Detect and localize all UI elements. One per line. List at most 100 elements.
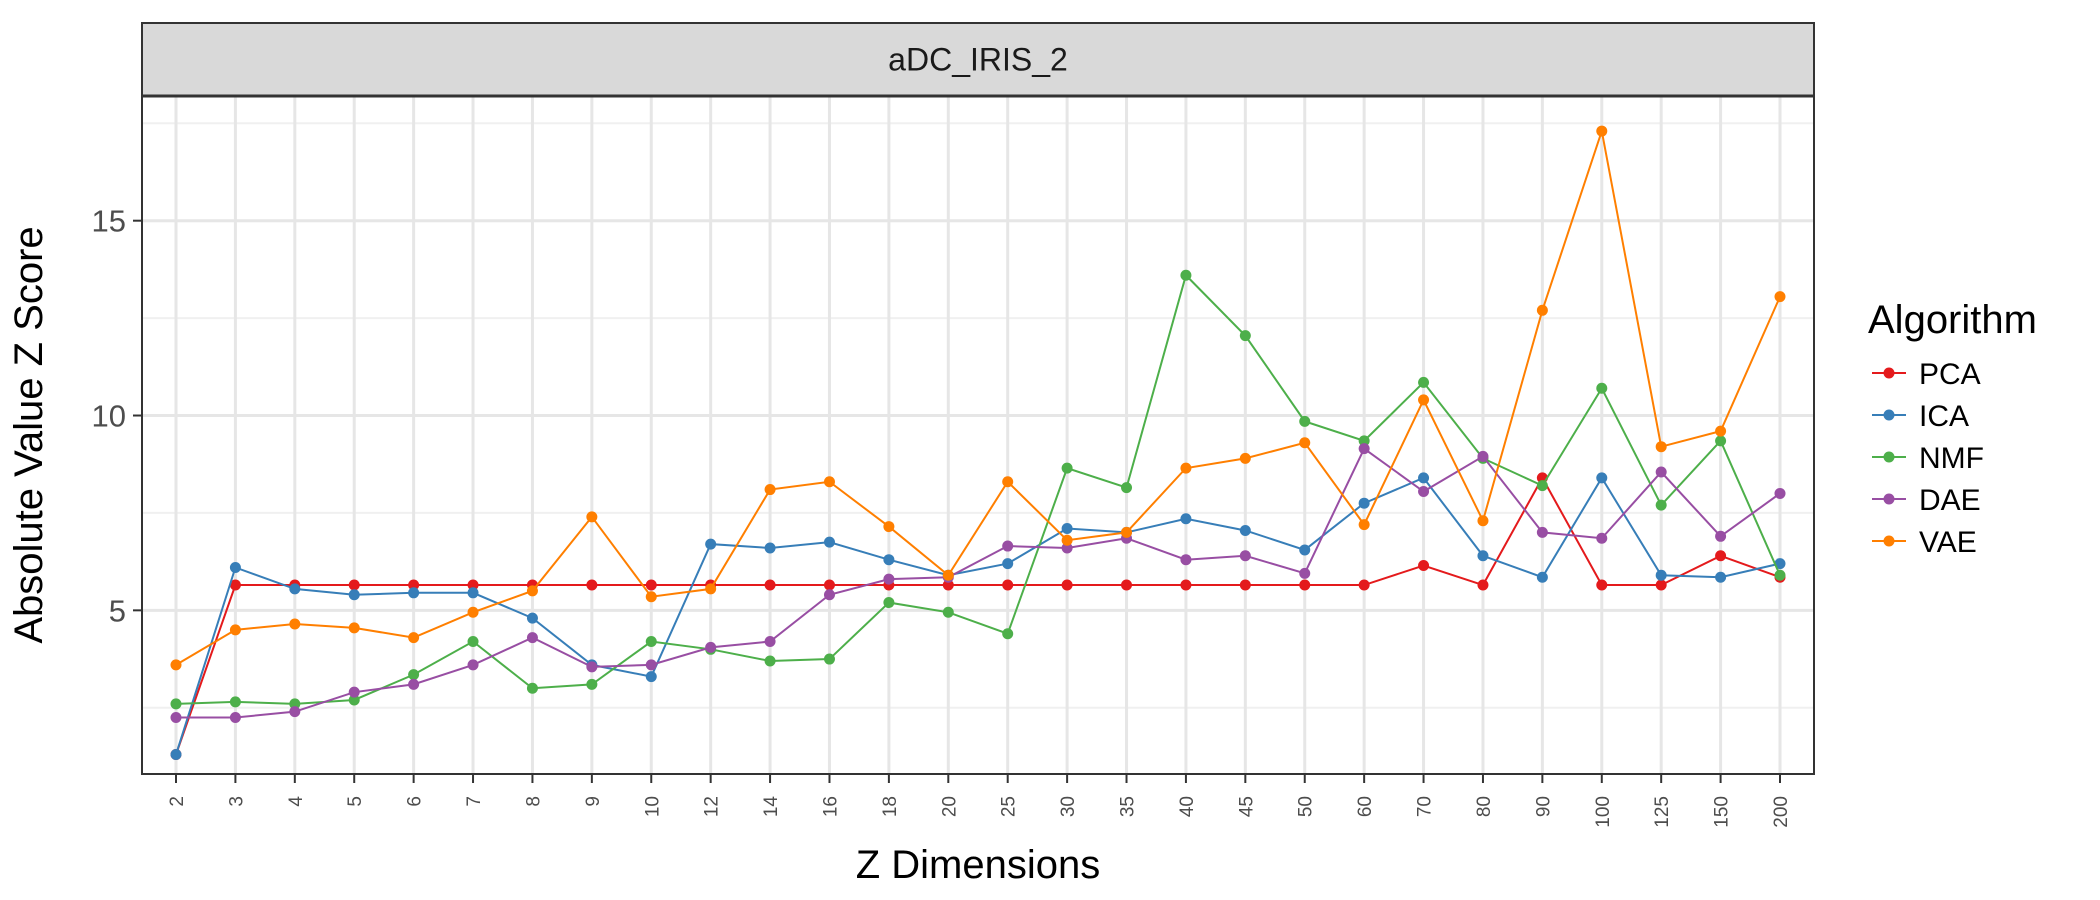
major-gridlines [142, 96, 1814, 774]
data-point [408, 632, 420, 644]
data-point [1061, 523, 1073, 535]
data-point [942, 606, 954, 618]
data-point [586, 678, 598, 690]
legend-key-point [1883, 451, 1895, 463]
data-point [1121, 526, 1133, 538]
series-line [175, 273, 1781, 705]
data-point [348, 589, 360, 601]
legend-label: ICA [1919, 400, 1969, 433]
data-point [1655, 441, 1667, 453]
data-point [1477, 579, 1489, 591]
data-point [1477, 550, 1489, 562]
x-tick-label: 150 [1712, 796, 1733, 828]
data-point [1655, 579, 1667, 591]
legend-item-dae: DAE [1872, 484, 1981, 517]
data-point [1061, 534, 1073, 546]
x-tick-label: 5 [345, 796, 366, 807]
legend-item-pca: PCA [1872, 358, 1981, 391]
data-point [1180, 579, 1192, 591]
data-point [467, 659, 479, 671]
data-point [1536, 526, 1548, 538]
data-point [1715, 425, 1727, 437]
data-point [823, 653, 835, 665]
series-ica [170, 472, 1786, 761]
data-point [229, 579, 241, 591]
data-point [1477, 515, 1489, 527]
data-point [1358, 519, 1370, 531]
series-dae [170, 443, 1786, 723]
data-point [229, 624, 241, 636]
data-point [170, 659, 182, 671]
data-point [467, 587, 479, 599]
legend-key-point [1883, 493, 1895, 505]
data-point [1774, 291, 1786, 303]
data-point [1002, 628, 1014, 640]
series-line [175, 475, 1781, 755]
data-point [645, 636, 657, 648]
data-point [1477, 450, 1489, 462]
data-point [1536, 304, 1548, 316]
data-point [1299, 544, 1311, 556]
x-tick-label: 4 [286, 796, 307, 807]
data-point [823, 476, 835, 488]
series-nmf [170, 269, 1786, 710]
x-tick-label: 80 [1474, 796, 1495, 817]
series-pca [170, 472, 1786, 761]
data-point [586, 511, 598, 523]
data-point [1715, 530, 1727, 542]
data-point [1121, 579, 1133, 591]
y-tick-label: 15 [92, 204, 126, 239]
x-tick-label: 60 [1355, 796, 1376, 817]
x-tick-label: 100 [1593, 796, 1614, 828]
legend-key-point [1883, 367, 1895, 379]
data-point [645, 591, 657, 603]
data-point [764, 542, 776, 554]
x-tick-label: 9 [583, 796, 604, 807]
legend-label: NMF [1919, 442, 1984, 475]
data-point [1774, 487, 1786, 499]
data-point [170, 698, 182, 710]
data-point [229, 712, 241, 723]
data-point [1002, 540, 1014, 552]
data-point [1596, 382, 1608, 394]
series-vae [170, 125, 1786, 671]
data-point [705, 583, 717, 595]
data-point [1596, 472, 1608, 484]
data-point [942, 579, 954, 591]
data-point [1299, 567, 1311, 579]
data-point [705, 538, 717, 550]
data-point [170, 749, 182, 761]
data-point [1418, 486, 1430, 497]
x-tick-label: 2 [167, 796, 188, 807]
data-point [1239, 452, 1251, 464]
data-point [289, 706, 301, 718]
data-point [1774, 569, 1786, 581]
data-point [1715, 550, 1727, 562]
data-point [586, 579, 598, 591]
data-point [705, 641, 717, 653]
data-point [823, 579, 835, 591]
data-point [1418, 376, 1430, 388]
data-point [1418, 394, 1430, 406]
data-point [348, 579, 360, 591]
data-point [1596, 532, 1608, 544]
data-point [1002, 476, 1014, 488]
data-point [1239, 330, 1251, 342]
x-tick-label: 10 [642, 796, 663, 817]
data-point [1299, 579, 1311, 591]
data-point [1180, 462, 1192, 474]
y-axis-title: Absolute Value Z Score [7, 226, 51, 643]
y-axis: 5 10 15 [92, 204, 142, 628]
facet-title: aDC_IRIS_2 [888, 42, 1068, 78]
data-point [467, 606, 479, 618]
data-point [1536, 480, 1548, 492]
data-point [408, 678, 420, 690]
x-tick-label: 3 [226, 796, 247, 807]
x-tick-label: 70 [1415, 796, 1436, 817]
data-point [1358, 579, 1370, 591]
x-tick-label: 18 [880, 796, 901, 817]
legend-item-vae: VAE [1872, 526, 1977, 559]
data-point [229, 696, 241, 708]
data-point [1239, 550, 1251, 562]
data-point [467, 636, 479, 648]
